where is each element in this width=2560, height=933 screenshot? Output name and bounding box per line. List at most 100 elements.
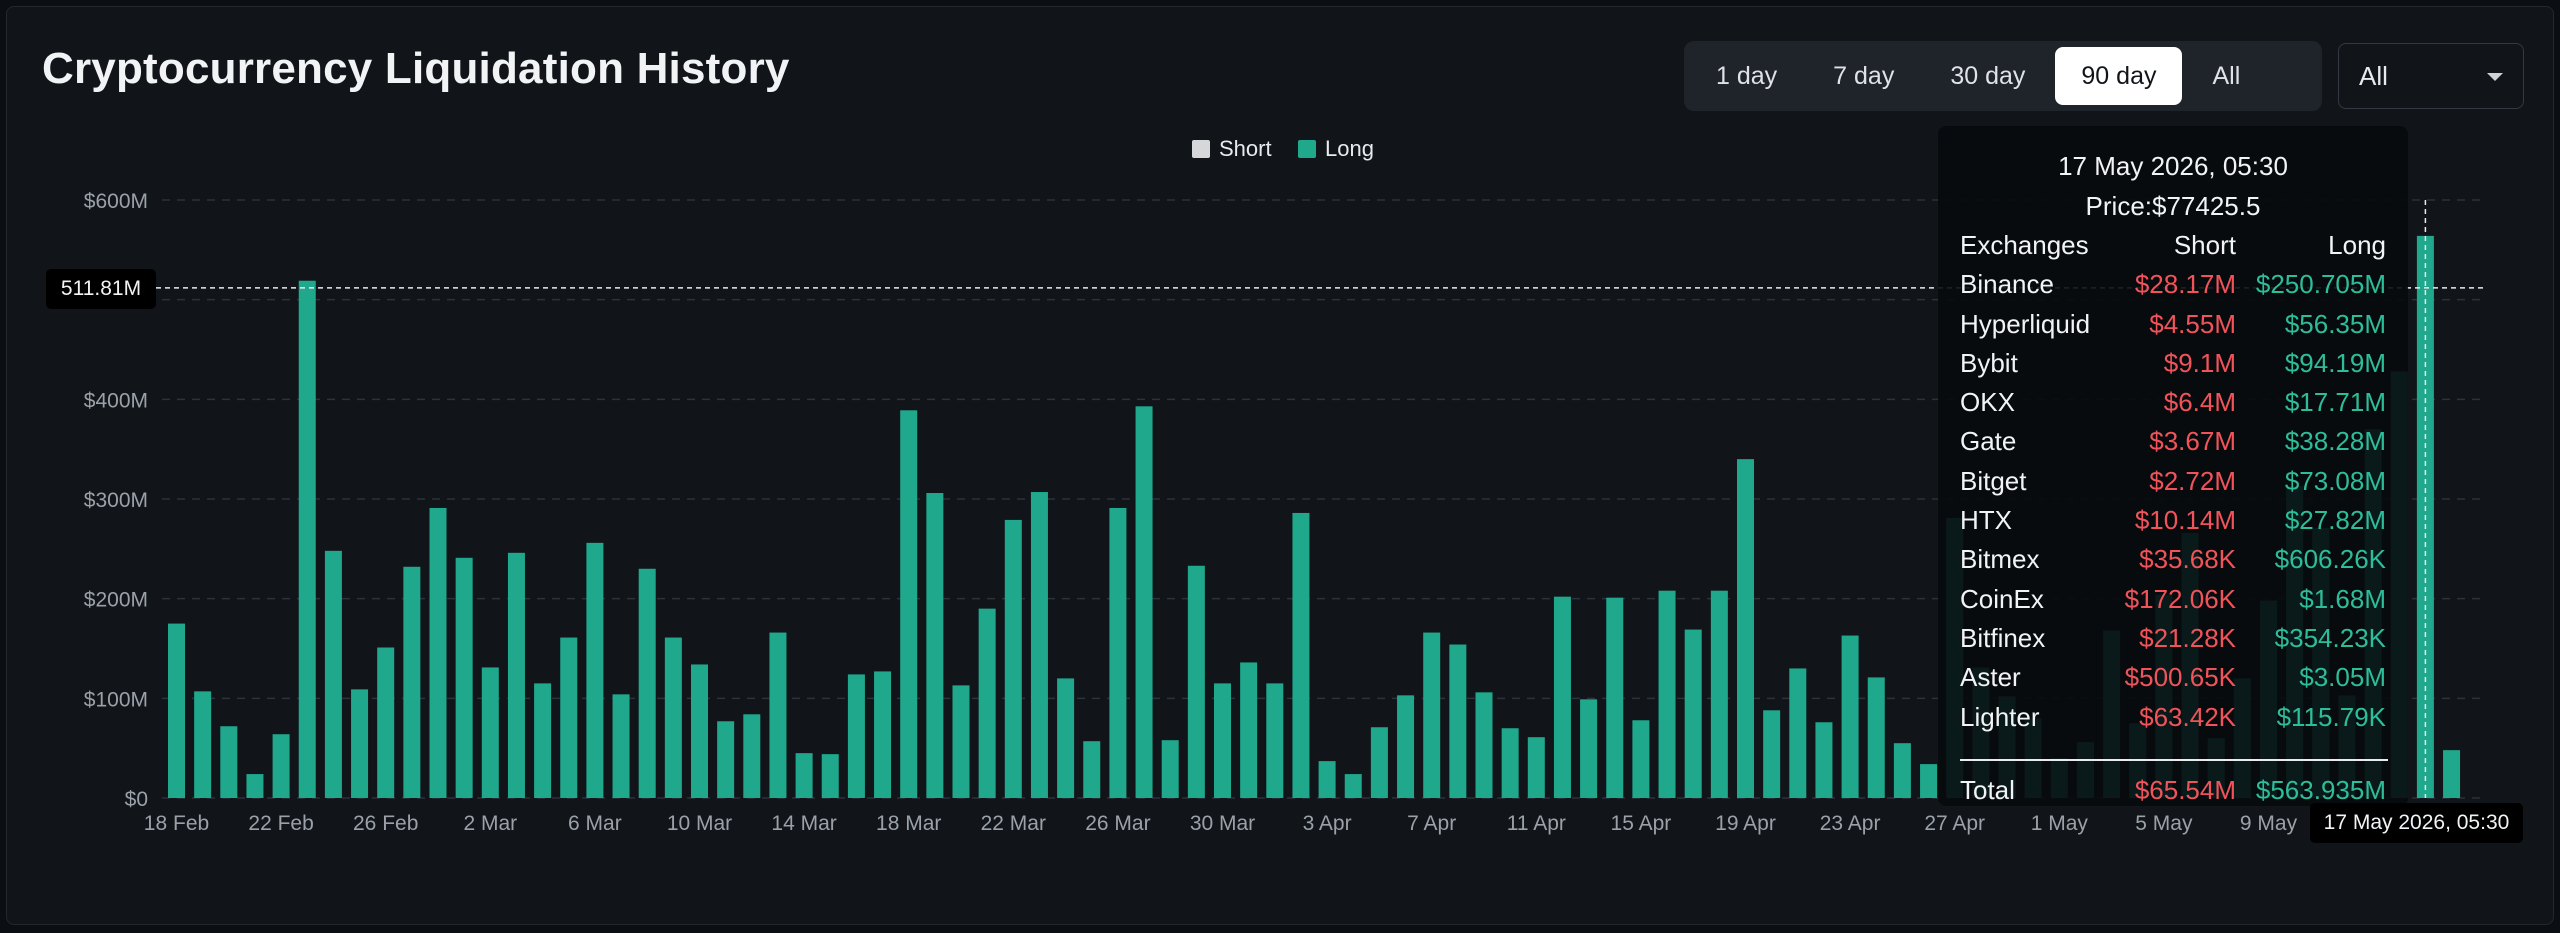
legend-short-label: Short [1219,136,1272,161]
range-30-day-button[interactable]: 30 day [1950,61,2026,90]
tooltip-long-value: $354.23K [2274,622,2386,653]
exchange-select-value: All [2359,60,2388,91]
long-bar [429,507,447,798]
x-tick-label: 22 Feb [248,812,313,835]
long-bar [1344,774,1362,798]
long-bar [664,637,682,798]
tooltip-header-exchanges: Exchanges [1960,230,2089,260]
long-bar [2443,750,2461,798]
long-bar [795,753,813,798]
long-bar [1318,761,1336,798]
tooltip: 17 May 2026, 05:30 Price:$77425.5 Exchan… [1938,126,2408,806]
tooltip-long-value: $56.35M [2284,308,2386,339]
tooltip-short-value: $21.28K [2139,622,2236,653]
range-90-day-button[interactable]: 90 day [2055,47,2183,105]
tooltip-long-value: $27.82M [2284,505,2386,536]
long-bar [586,542,604,798]
tooltip-short-value: $10.14M [2134,505,2236,536]
long-bar [717,721,735,798]
x-tick-label: 5 May [2135,812,2193,835]
long-bar [978,608,996,798]
long-bar [246,774,264,798]
long-bar [847,674,865,798]
x-tick-label: 2 Mar [463,812,517,835]
tooltip-exchange-name: OKX [1960,387,2015,418]
x-tick-label: 14 Mar [771,812,836,835]
long-bar [1710,590,1728,798]
long-bar [220,726,238,798]
tooltip-short-value: $2.72M [2149,465,2236,496]
tooltip-exchange-name: Lighter [1960,701,2040,732]
tooltip-short-value: $3.67M [2149,426,2236,457]
tooltip-row: HTX $10.14M $27.82M [1960,501,2386,540]
tooltip-exchange-name: Bitget [1960,465,2027,496]
tooltip-exchange-name: CoinEx [1960,583,2044,614]
long-bar [1841,635,1859,798]
tooltip-exchange-name: Binance [1960,269,2054,300]
tooltip-total-long: $563.935M [2255,774,2386,805]
x-tick-label: 23 Apr [1820,812,1881,835]
exchange-select[interactable]: All [2338,43,2524,109]
tooltip-exchange-name: HTX [1960,505,2012,536]
tooltip-rows: Binance $28.17M $250.705M Hyperliquid $4.55M… [1960,265,2386,737]
legend-long-label: Long [1325,136,1374,161]
long-bar [1501,728,1519,798]
range-all-button[interactable]: All [2212,61,2241,90]
y-tick-label: $0 [125,788,148,811]
long-bar [1606,597,1624,798]
y-tick-label: $300M [84,489,148,512]
long-bar [351,689,369,798]
tooltip-short-value: $28.17M [2134,269,2236,300]
x-tick-label: 15 Apr [1611,812,1672,835]
tooltip-long-value: $115.79K [2276,701,2386,732]
tooltip-price: Price:$77425.5 [2085,191,2261,221]
long-bar [821,754,839,798]
tooltip-exchange-name: Aster [1960,662,2021,693]
long-bar [1527,737,1545,798]
tooltip-exchange-name: Bitmex [1960,544,2040,575]
tooltip-row: Bitfinex $21.28K $354.23K [1960,619,2386,658]
tooltip-short-value: $172.06K [2124,583,2236,614]
legend-short-swatch [1192,140,1210,158]
tooltip-long-value: $250.705M [2255,269,2386,300]
long-bar [1893,743,1911,798]
long-bar [194,691,212,798]
long-bar [612,694,630,798]
long-bar [900,410,918,798]
x-tick-label: 30 Mar [1190,812,1255,835]
long-bar [377,647,395,798]
x-tick-label: 26 Feb [353,812,418,835]
x-tick-label: 18 Mar [876,812,941,835]
range-selector: 1 day 7 day 30 day 90 day All [1684,41,2322,111]
long-bar [1109,507,1127,798]
tooltip-exchange-name: Bitfinex [1960,622,2046,653]
tooltip-long-value: $1.68M [2299,583,2386,614]
x-tick-label: 3 Apr [1303,812,1352,835]
tooltip-long-value: $3.05M [2299,662,2386,693]
tooltip-row: Bybit $9.1M $94.19M [1960,344,2386,383]
tooltip-row: CoinEx $172.06K $1.68M [1960,580,2386,619]
long-bar [1763,710,1781,798]
cursor-x-label: 17 May 2026, 05:30 [2310,803,2523,843]
tooltip-short-value: $9.1M [2163,347,2236,378]
x-tick-label: 11 Apr [1507,812,1566,835]
long-bar [1737,459,1754,798]
range-1-day-button[interactable]: 1 day [1716,61,1778,90]
long-bar [168,623,185,798]
tooltip-long-value: $606.26K [2274,544,2386,575]
page-title: Cryptocurrency Liquidation History [42,44,790,93]
long-bar [534,683,552,798]
tooltip-total-short: $65.54M [2134,774,2236,805]
tooltip-row: Bitmex $35.68K $606.26K [1960,540,2386,579]
tooltip-short-value: $6.4M [2163,387,2236,418]
long-bar [1240,662,1258,798]
tooltip-long-value: $17.71M [2284,387,2386,418]
x-tick-label: 22 Mar [981,812,1046,835]
long-bar [298,280,316,799]
long-bar [1553,596,1571,798]
range-7-day-button[interactable]: 7 day [1833,61,1895,90]
y-tick-label: $200M [84,589,148,612]
long-bar [1920,764,1938,798]
long-bar [1030,492,1048,798]
tooltip-date: 17 May 2026, 05:30 [2058,151,2288,181]
